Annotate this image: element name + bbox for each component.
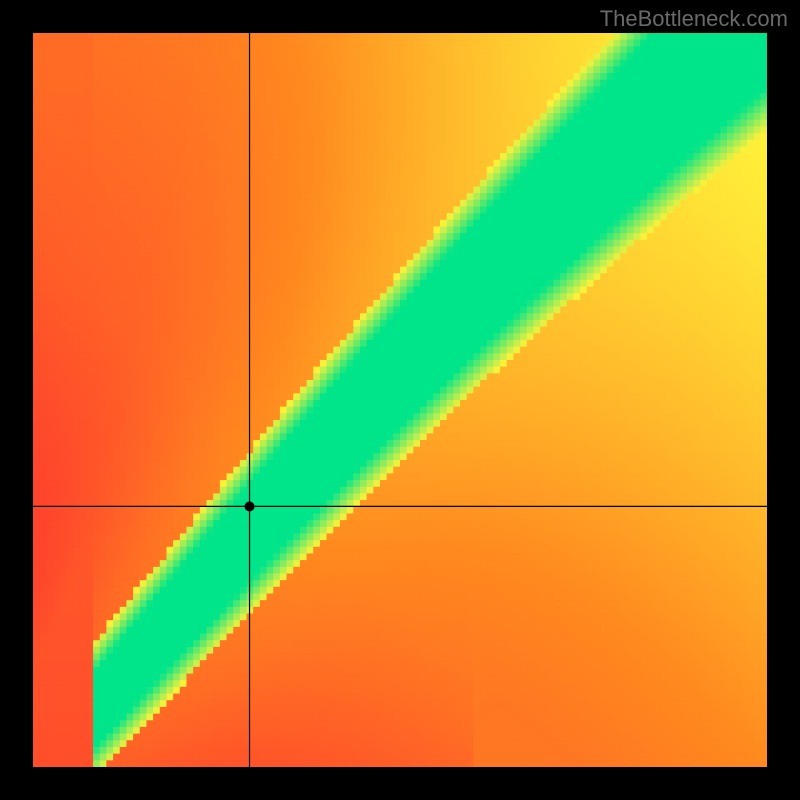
watermark-text: TheBottleneck.com	[600, 6, 788, 32]
bottleneck-heatmap	[33, 33, 767, 767]
